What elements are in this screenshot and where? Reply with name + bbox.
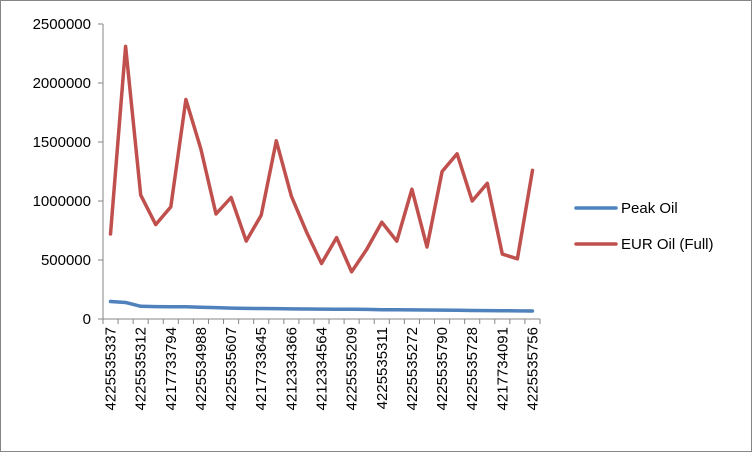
x-tick-label: 4217734091 (494, 327, 511, 410)
x-tick-label: 4225535337 (103, 327, 120, 410)
x-tick-label: 4217733645 (253, 327, 270, 410)
x-tick-label: 4225535728 (464, 327, 481, 410)
x-tick-label: 4225535209 (344, 327, 361, 410)
y-tick-label: 1500000 (33, 134, 91, 151)
y-tick-label: 0 (83, 311, 91, 328)
legend: Peak Oil EUR Oil (Full) (574, 200, 714, 253)
legend-label: Peak Oil (621, 200, 678, 217)
x-tick-label: 4217733794 (163, 327, 180, 410)
x-tick-label: 4225535272 (404, 327, 421, 410)
x-tick-label: 4212334564 (314, 327, 331, 410)
x-tick-label: 4225535311 (374, 327, 391, 409)
series-lines (108, 44, 535, 313)
y-axis: 0 500000 1000000 1500000 2000000 2500000 (33, 16, 104, 328)
x-tick-label: 4225535756 (524, 327, 541, 410)
x-tick-label: 4225535312 (133, 327, 150, 410)
x-tick-label: 4225535790 (434, 327, 451, 410)
legend-label: EUR Oil (Full) (621, 236, 714, 253)
series-line-peak-oil (108, 299, 535, 313)
y-tick-label: 2000000 (33, 75, 91, 92)
x-tick-label: 4225534988 (193, 327, 210, 410)
x-tick-label: 4212334366 (283, 327, 300, 410)
y-tick-label: 1000000 (33, 193, 91, 210)
y-tick-label: 2500000 (33, 16, 91, 33)
series-line-eur-oil-full (108, 44, 535, 274)
y-tick-label: 500000 (41, 252, 91, 269)
x-axis: 4225535337 4225535312 4217733794 4225534988… (102, 318, 541, 410)
x-tick-label: 4225535607 (223, 327, 240, 410)
